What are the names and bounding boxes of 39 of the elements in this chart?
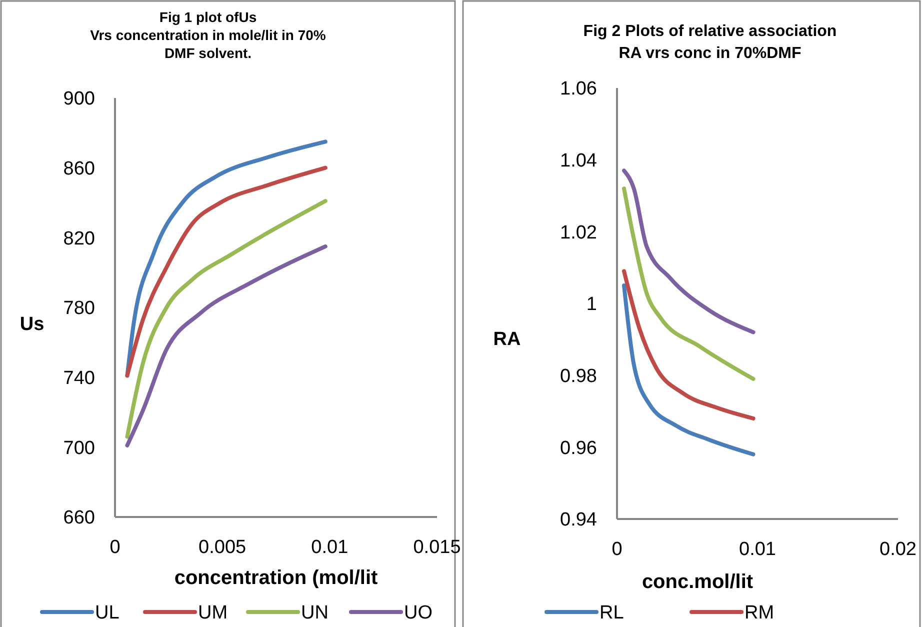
line-series	[622, 284, 756, 456]
x-tick-label: 0	[612, 539, 622, 560]
line-series	[125, 244, 328, 448]
y-tick-label: 0.98	[560, 366, 597, 387]
legend-label: RM	[744, 602, 774, 624]
legend-label: RL	[600, 602, 624, 624]
legend-label: UO	[404, 602, 432, 624]
y-tick-label: 820	[63, 228, 95, 250]
chart-title: Fig 1 plot ofUs Vrs concentration in mole/lit in 70% DMF solvent.	[90, 9, 326, 61]
y-tick-label: 860	[63, 158, 95, 180]
chart-title: Fig 2 Plots of relative association RA vrs conc in 70%DMF	[583, 23, 837, 62]
x-tick-label: 0.02	[880, 539, 916, 560]
y-tick-label: 0.96	[560, 438, 597, 459]
legend-label: UM	[198, 602, 228, 624]
y-tick-label: 1.02	[560, 222, 597, 244]
line-series	[622, 168, 756, 334]
y-axis-title: RA	[493, 329, 521, 350]
y-tick-label: 660	[63, 508, 95, 529]
x-tick-label: 0	[110, 537, 120, 558]
line-series	[622, 269, 756, 420]
x-tick-label: 0.015	[413, 537, 461, 558]
line-series	[125, 199, 328, 439]
x-tick-label: 0.01	[311, 537, 348, 558]
y-tick-label: 740	[63, 368, 95, 389]
y-tick-label: 1.04	[560, 150, 598, 172]
y-axis-title: Us	[20, 314, 44, 335]
x-axis-title: conc.mol/lit	[642, 571, 754, 593]
y-tick-label: 700	[63, 438, 95, 459]
legend-label: UN	[301, 602, 328, 624]
y-tick-label: 780	[63, 298, 95, 320]
x-axis-title: concentration (mol/lit	[174, 567, 378, 589]
y-tick-label: 0.94	[560, 510, 598, 531]
y-tick-label: 1.06	[560, 78, 597, 100]
line-series	[622, 186, 756, 381]
y-tick-label: 900	[63, 88, 95, 110]
x-tick-label: 0.005	[198, 537, 246, 558]
x-tick-label: 0.01	[739, 539, 776, 560]
y-tick-label: 1	[586, 294, 597, 316]
legend-label: UL	[95, 602, 120, 624]
